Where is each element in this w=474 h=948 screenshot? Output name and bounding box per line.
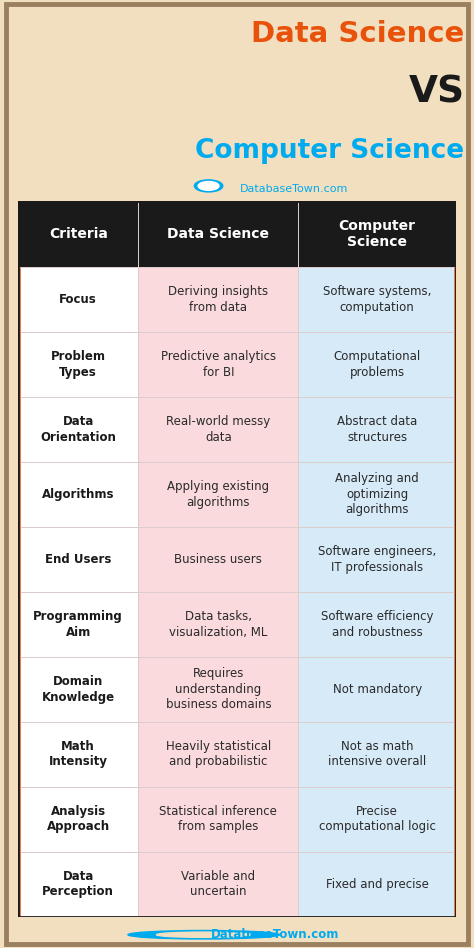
Text: Computer
Science: Computer Science (338, 219, 416, 249)
Text: Math
Intensity: Math Intensity (49, 740, 108, 769)
Bar (138, 462, 298, 527)
Text: Heavily statistical
and probabilistic: Heavily statistical and probabilistic (166, 740, 271, 769)
Circle shape (128, 931, 280, 939)
Circle shape (194, 180, 223, 191)
Text: VS: VS (409, 75, 465, 111)
Text: Fixed and precise: Fixed and precise (326, 878, 428, 891)
Bar (18, 657, 138, 721)
Text: Real-world messy
data: Real-world messy data (166, 415, 271, 444)
Text: Software engineers,
IT professionals: Software engineers, IT professionals (318, 545, 436, 574)
Text: Data Science: Data Science (167, 227, 269, 241)
Text: Programming
Aim: Programming Aim (33, 610, 123, 639)
Text: Data
Perception: Data Perception (42, 870, 114, 899)
Bar (298, 332, 456, 397)
Bar (138, 201, 298, 266)
Text: Criteria: Criteria (49, 227, 108, 241)
Bar (138, 721, 298, 787)
Bar (298, 721, 456, 787)
Bar (18, 266, 138, 332)
Bar (18, 397, 138, 462)
Text: Not mandatory: Not mandatory (333, 683, 422, 696)
Bar (298, 592, 456, 657)
Text: Analysis
Approach: Analysis Approach (46, 805, 110, 833)
Text: Precise
computational logic: Precise computational logic (319, 805, 436, 833)
Bar (298, 397, 456, 462)
Text: Computational
problems: Computational problems (334, 350, 421, 378)
Text: Software efficiency
and robustness: Software efficiency and robustness (321, 610, 433, 639)
Text: Focus: Focus (59, 293, 97, 306)
Bar (18, 201, 138, 266)
Bar (298, 657, 456, 721)
Text: Abstract data
structures: Abstract data structures (337, 415, 417, 444)
Text: Domain
Knowledge: Domain Knowledge (42, 675, 115, 703)
Bar (298, 787, 456, 851)
Bar (138, 527, 298, 592)
Bar (138, 787, 298, 851)
Bar (18, 721, 138, 787)
Bar (298, 527, 456, 592)
Text: Analyzing and
optimizing
algorithms: Analyzing and optimizing algorithms (335, 472, 419, 517)
Bar (298, 462, 456, 527)
Text: Requires
understanding
business domains: Requires understanding business domains (165, 667, 271, 711)
Bar (18, 332, 138, 397)
Bar (138, 657, 298, 721)
Text: Software systems,
computation: Software systems, computation (323, 285, 431, 314)
Text: Deriving insights
from data: Deriving insights from data (168, 285, 268, 314)
Bar (18, 527, 138, 592)
Bar (138, 397, 298, 462)
Bar (18, 851, 138, 917)
Text: Data Science: Data Science (251, 20, 465, 48)
Text: End Users: End Users (45, 553, 111, 566)
Bar (298, 266, 456, 332)
Bar (18, 462, 138, 527)
Bar (138, 851, 298, 917)
Bar (138, 266, 298, 332)
Text: Algorithms: Algorithms (42, 488, 115, 501)
Circle shape (156, 932, 251, 938)
Bar (298, 851, 456, 917)
Bar (138, 332, 298, 397)
Text: Data tasks,
visualization, ML: Data tasks, visualization, ML (169, 610, 268, 639)
Text: Statistical inference
from samples: Statistical inference from samples (159, 805, 277, 833)
Bar (298, 201, 456, 266)
Text: Data
Orientation: Data Orientation (40, 415, 116, 444)
Text: Variable and
uncertain: Variable and uncertain (182, 870, 255, 899)
Text: Not as math
intensive overall: Not as math intensive overall (328, 740, 426, 769)
Bar (138, 592, 298, 657)
Text: Predictive analytics
for BI: Predictive analytics for BI (161, 350, 276, 378)
Text: Problem
Types: Problem Types (51, 350, 106, 378)
Text: Applying existing
algorithms: Applying existing algorithms (167, 480, 269, 508)
Text: Business users: Business users (174, 553, 262, 566)
Text: DatabaseTown.com: DatabaseTown.com (240, 184, 348, 194)
Circle shape (198, 181, 219, 191)
Text: DatabaseTown.com: DatabaseTown.com (211, 928, 339, 941)
Text: Computer Science: Computer Science (195, 137, 465, 164)
Bar (18, 787, 138, 851)
Bar (18, 592, 138, 657)
